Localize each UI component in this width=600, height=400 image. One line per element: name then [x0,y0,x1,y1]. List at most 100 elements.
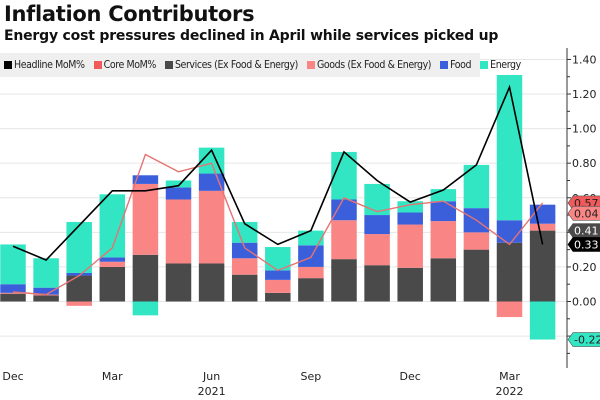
end-label-tag [567,237,600,252]
x-tick-label: Mar [499,370,520,383]
bar-segment-food [430,201,457,222]
legend-swatch-core [93,61,102,69]
bar-segment-food [198,173,225,191]
end-label-value: 0.33 [574,238,599,251]
legend-swatch-food [440,61,449,69]
end-label-value: 0.04 [574,207,599,220]
x-tick-label: Jun [202,370,220,383]
end-label-value: -0.22 [574,334,600,347]
x-tick-label: Dec [2,370,23,383]
bar-segment-energy [0,244,26,285]
bar-segment-goods [430,221,457,259]
x-tick-year: 2022 [496,385,524,398]
bar-segment-energy [165,180,192,188]
bar-segment-services [231,274,258,302]
bar-segment-food [265,270,291,280]
bar-segment-services [496,242,523,302]
bar-segment-goods [331,220,357,260]
y-tick-label: 0.20 [572,261,597,274]
y-tick-label: 0.00 [572,296,597,309]
bar-segment-food [496,220,523,243]
bar-segment-food [231,242,258,259]
y-tick-label: 1.00 [572,123,597,136]
legend-label-services: Services (Ex Food & Energy) [174,59,298,71]
legend-item-headline: Headline MoM% [4,59,85,71]
legend-swatch-headline [4,61,12,69]
bar-segment-food [33,287,59,295]
bar-segment-food [364,215,390,235]
end-label-tag [567,223,600,238]
x-tick-year: 2021 [198,385,226,398]
bar-segment-services [165,263,192,302]
bar-segment-goods [298,266,324,279]
legend-item-services: Services (Ex Food & Energy) [164,59,298,71]
legend-item-food: Food [440,59,472,71]
bar-segment-goods [99,261,126,267]
legend-item-goods: Goods (Ex Food & Energy) [306,59,432,71]
bar-segment-services [298,278,324,302]
legend-item-energy: Energy [480,59,521,71]
line-core [12,153,544,296]
chart-title: Inflation Contributors [4,2,255,26]
legend-label-energy: Energy [490,59,521,71]
end-label-tag [567,206,600,221]
chart-subtitle: Energy cost pressures declined in April … [4,28,499,44]
bar-segment-services [66,275,92,302]
bar-segment-services [198,263,225,302]
bar-segment-food [529,204,556,224]
bar-segment-food [99,257,126,262]
bar-segment-energy [298,230,324,246]
bar-segment-energy [33,258,59,288]
legend-label-core: Core MoM% [103,59,157,71]
bar-segment-energy [397,201,423,213]
bar-segment-services [132,254,159,302]
line-headline [12,84,544,261]
bar-segment-services [331,259,357,302]
bar-segment-energy [66,221,92,273]
bar-segment-goods [165,199,192,264]
legend-swatch-goods [306,61,315,69]
x-tick-label: Mar [102,370,123,383]
bar-segment-food [397,212,423,225]
bar-segment-goods [529,223,556,231]
bar-segment-goods [132,183,159,255]
bar-segment-services [0,293,26,302]
bar-segment-services [99,266,126,302]
bar-segment-services [430,258,457,302]
x-tick-label: Sep [301,370,322,383]
bar-segment-energy [529,301,556,340]
bar-segment-goods [463,232,490,250]
end-label-value: 0.41 [574,225,599,238]
bar-segment-energy [496,75,523,221]
bar-segment-goods [496,301,523,318]
y-tick-label: 0.80 [572,157,597,170]
bar-segment-energy [430,189,457,202]
bar-segment-goods [0,292,26,294]
bar-segment-services [397,267,423,302]
bar-segment-energy [132,301,159,316]
bar-segment-food [66,272,92,276]
bar-segment-goods [231,258,258,275]
legend-swatch-services [164,61,173,69]
legend: Headline MoM% Core MoM% Services (Ex Foo… [0,53,521,77]
legend-swatch-energy [480,61,489,69]
bar-segment-goods [364,234,390,266]
bar-segment-services [265,292,291,302]
y-tick-label: 1.40 [572,53,597,66]
bar-segment-food [331,199,357,221]
bar-segment-food [165,187,192,200]
end-label-tag [567,332,600,347]
legend-label-headline: Headline MoM% [14,59,85,71]
legend-label-goods: Goods (Ex Food & Energy) [316,59,432,71]
bar-segment-services [364,265,390,302]
bar-segment-goods [265,279,291,293]
legend-item-core: Core MoM% [93,59,157,71]
bar-segment-goods [66,301,92,306]
bar-segment-energy [265,247,291,271]
y-tick-label: 1.20 [572,88,597,101]
bar-segment-goods [397,224,423,268]
x-tick-label: Dec [400,370,421,383]
bar-segment-services [33,295,59,302]
bar-segment-food [132,175,159,184]
bar-segment-food [0,284,26,293]
